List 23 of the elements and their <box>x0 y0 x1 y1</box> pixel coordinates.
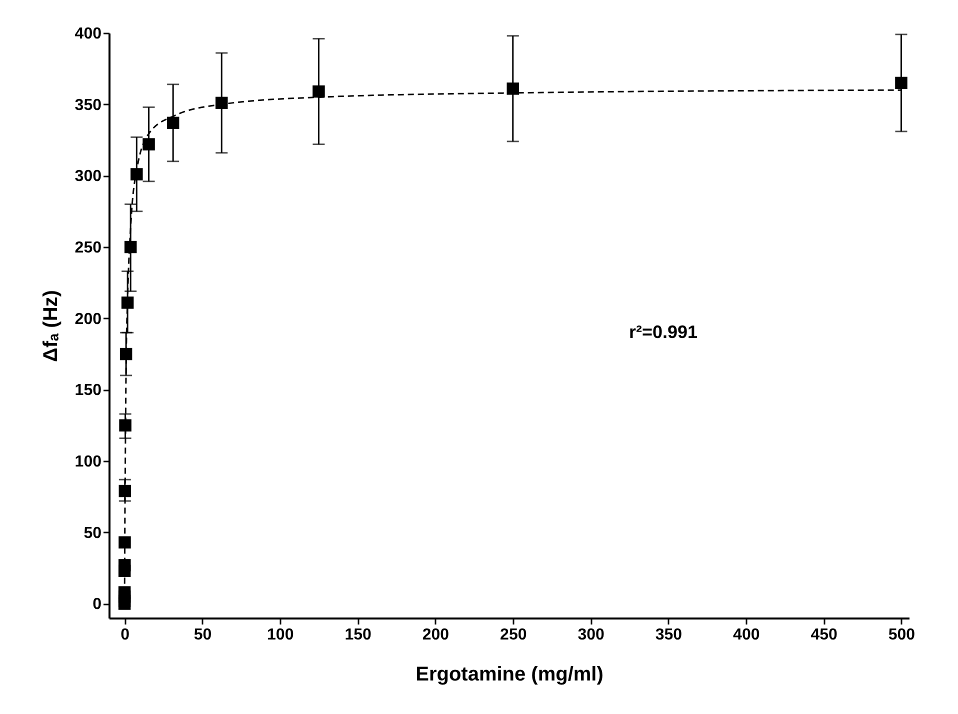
x-tick-label: 450 <box>810 626 838 644</box>
y-axis-title: Δfₐ (Hz) <box>40 290 62 362</box>
y-tick-label: 100 <box>74 454 102 471</box>
x-tick-label: 350 <box>655 626 682 644</box>
x-tick-label: 50 <box>194 626 212 644</box>
y-tick-label: 200 <box>74 310 102 328</box>
x-axis-title: Ergotamine (mg/ml) <box>416 664 604 686</box>
y-tick-label: 300 <box>74 168 102 186</box>
x-tick-label: 400 <box>733 626 760 644</box>
x-tick-label: 200 <box>422 626 450 644</box>
y-tick-label: 150 <box>74 382 102 400</box>
annotation: r²=0.991 <box>629 322 698 342</box>
y-tick-label: 400 <box>74 26 102 42</box>
y-tick-label: 350 <box>74 96 102 114</box>
x-tick-label: 100 <box>267 626 294 644</box>
x-tick-label: 300 <box>578 626 604 644</box>
y-tick-label: 0 <box>92 596 102 614</box>
x-tick-label: 150 <box>344 626 372 644</box>
x-tick-label: 250 <box>500 626 527 644</box>
y-tick-label: 250 <box>74 240 102 257</box>
x-tick-label: 0 <box>120 626 130 644</box>
x-tick-label: 500 <box>888 626 916 644</box>
y-tick-label: 50 <box>84 524 102 542</box>
